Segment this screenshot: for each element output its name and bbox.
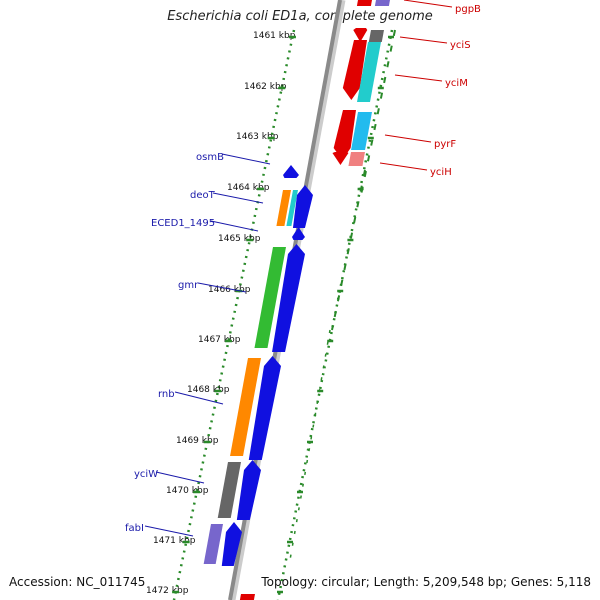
kbp-ticks: 1461 kbp 1462 kbp 1463 kbp 1464 kbp 1465 kbp… bbox=[146, 31, 394, 596]
svg-text:ECED1_1495: ECED1_1495 bbox=[151, 218, 215, 229]
label-fabI: fabI bbox=[125, 523, 194, 537]
green-dashed-track bbox=[331, 169, 366, 331]
label-yciM: yciM bbox=[394, 74, 468, 89]
label-deoT: deoT bbox=[190, 190, 264, 204]
tick-1461-kbp: 1461 kbp bbox=[253, 31, 394, 41]
yciH-gene bbox=[348, 152, 365, 166]
map-title: Escherichia coli ED1a, complete genome bbox=[167, 9, 433, 24]
yciW-gene bbox=[217, 462, 241, 518]
inner-right-track bbox=[276, 29, 394, 600]
tick-1464-kbp: 1464 kbp bbox=[227, 183, 364, 193]
svg-text:1467 kbp: 1467 kbp bbox=[198, 335, 241, 345]
svg-text:1464 kbp: 1464 kbp bbox=[227, 183, 270, 193]
fabI-gene bbox=[203, 524, 223, 564]
label-gmr: gmr bbox=[178, 280, 247, 293]
yciH-gene-red bbox=[332, 152, 349, 165]
yciS-gene-top bbox=[353, 28, 368, 42]
label-osmB: osmB bbox=[196, 152, 271, 165]
label-pyrF: pyrF bbox=[384, 134, 456, 150]
pgpB-gene bbox=[356, 0, 372, 6]
pyrF-gene-blue bbox=[351, 112, 372, 150]
gmr-forward-gene bbox=[272, 244, 305, 352]
svg-text:1466 kbp: 1466 kbp bbox=[208, 285, 251, 295]
gmr-gene bbox=[254, 247, 286, 348]
topology-text: Topology: circular; Length: 5,209,548 bp… bbox=[261, 575, 591, 589]
svg-text:1472 kbp: 1472 kbp bbox=[146, 586, 189, 596]
svg-text:1461 kbp: 1461 kbp bbox=[253, 31, 296, 41]
deoT-gene bbox=[276, 190, 291, 226]
tick-1471-kbp: 1471 kbp bbox=[153, 536, 293, 546]
svg-text:pyrF: pyrF bbox=[434, 139, 456, 150]
svg-text:1468 kbp: 1468 kbp bbox=[187, 385, 230, 395]
yciW-forward-gene bbox=[236, 460, 261, 520]
tick-1463-kbp: 1463 kbp bbox=[236, 132, 374, 142]
svg-text:1465 kbp: 1465 kbp bbox=[218, 234, 261, 244]
outer-left-track bbox=[172, 29, 296, 600]
tick-1462-kbp: 1462 kbp bbox=[244, 82, 384, 92]
tick-1470-kbp: 1470 kbp bbox=[166, 486, 303, 496]
tick-1469-kbp: 1469 kbp bbox=[176, 436, 313, 446]
ECED1_1495-gene bbox=[292, 227, 305, 240]
rnb-forward-gene bbox=[248, 356, 281, 460]
svg-text:pgpB: pgpB bbox=[455, 4, 481, 15]
label-ECED1_1495: ECED1_1495 bbox=[151, 218, 259, 232]
deoT-gene-cyan bbox=[286, 190, 298, 226]
bottom-red-gene bbox=[239, 594, 255, 600]
svg-text:deoT: deoT bbox=[190, 190, 216, 201]
svg-text:1462 kbp: 1462 kbp bbox=[244, 82, 287, 92]
label-pgpB: pgpB bbox=[403, 0, 481, 15]
label-yciH: yciH bbox=[379, 162, 452, 178]
svg-text:fabI: fabI bbox=[125, 523, 144, 534]
tick-1465-kbp: 1465 kbp bbox=[218, 234, 354, 244]
svg-text:yciM: yciM bbox=[445, 78, 468, 89]
yciM-gene-cyan bbox=[357, 42, 381, 102]
label-yciW: yciW bbox=[134, 469, 205, 484]
accession-text: Accession: NC_011745 bbox=[9, 575, 146, 589]
fabI-forward-gene bbox=[221, 522, 242, 566]
svg-text:1471 kbp: 1471 kbp bbox=[153, 536, 196, 546]
tick-1468-kbp: 1468 kbp bbox=[187, 385, 324, 395]
label-yciS: yciS bbox=[399, 36, 471, 51]
yciS-gene bbox=[368, 30, 384, 42]
svg-text:1470 kbp: 1470 kbp bbox=[166, 486, 209, 496]
svg-text:yciH: yciH bbox=[430, 167, 452, 178]
svg-text:yciW: yciW bbox=[134, 469, 158, 480]
label-rnb: rnb bbox=[158, 389, 224, 405]
green-dashed-track-lower bbox=[289, 329, 331, 561]
pgpB-gene-purple bbox=[374, 0, 390, 6]
svg-text:yciS: yciS bbox=[450, 40, 471, 51]
rnb-gene bbox=[230, 358, 261, 456]
deoT-forward-gene bbox=[292, 185, 313, 228]
osmB-gene bbox=[283, 165, 299, 178]
yciM-gene bbox=[342, 40, 367, 100]
pyrF-gene bbox=[333, 110, 356, 160]
svg-text:1469 kbp: 1469 kbp bbox=[176, 436, 219, 446]
gene-features bbox=[203, 0, 390, 600]
tick-1472-kbp: 1472 kbp bbox=[146, 586, 283, 596]
svg-text:rnb: rnb bbox=[158, 389, 175, 400]
svg-text:1463 kbp: 1463 kbp bbox=[236, 132, 279, 142]
svg-text:osmB: osmB bbox=[196, 152, 224, 163]
green-dashed-track-top bbox=[359, 29, 396, 201]
svg-text:gmr: gmr bbox=[178, 280, 199, 291]
tick-1467-kbp: 1467 kbp bbox=[198, 335, 334, 345]
